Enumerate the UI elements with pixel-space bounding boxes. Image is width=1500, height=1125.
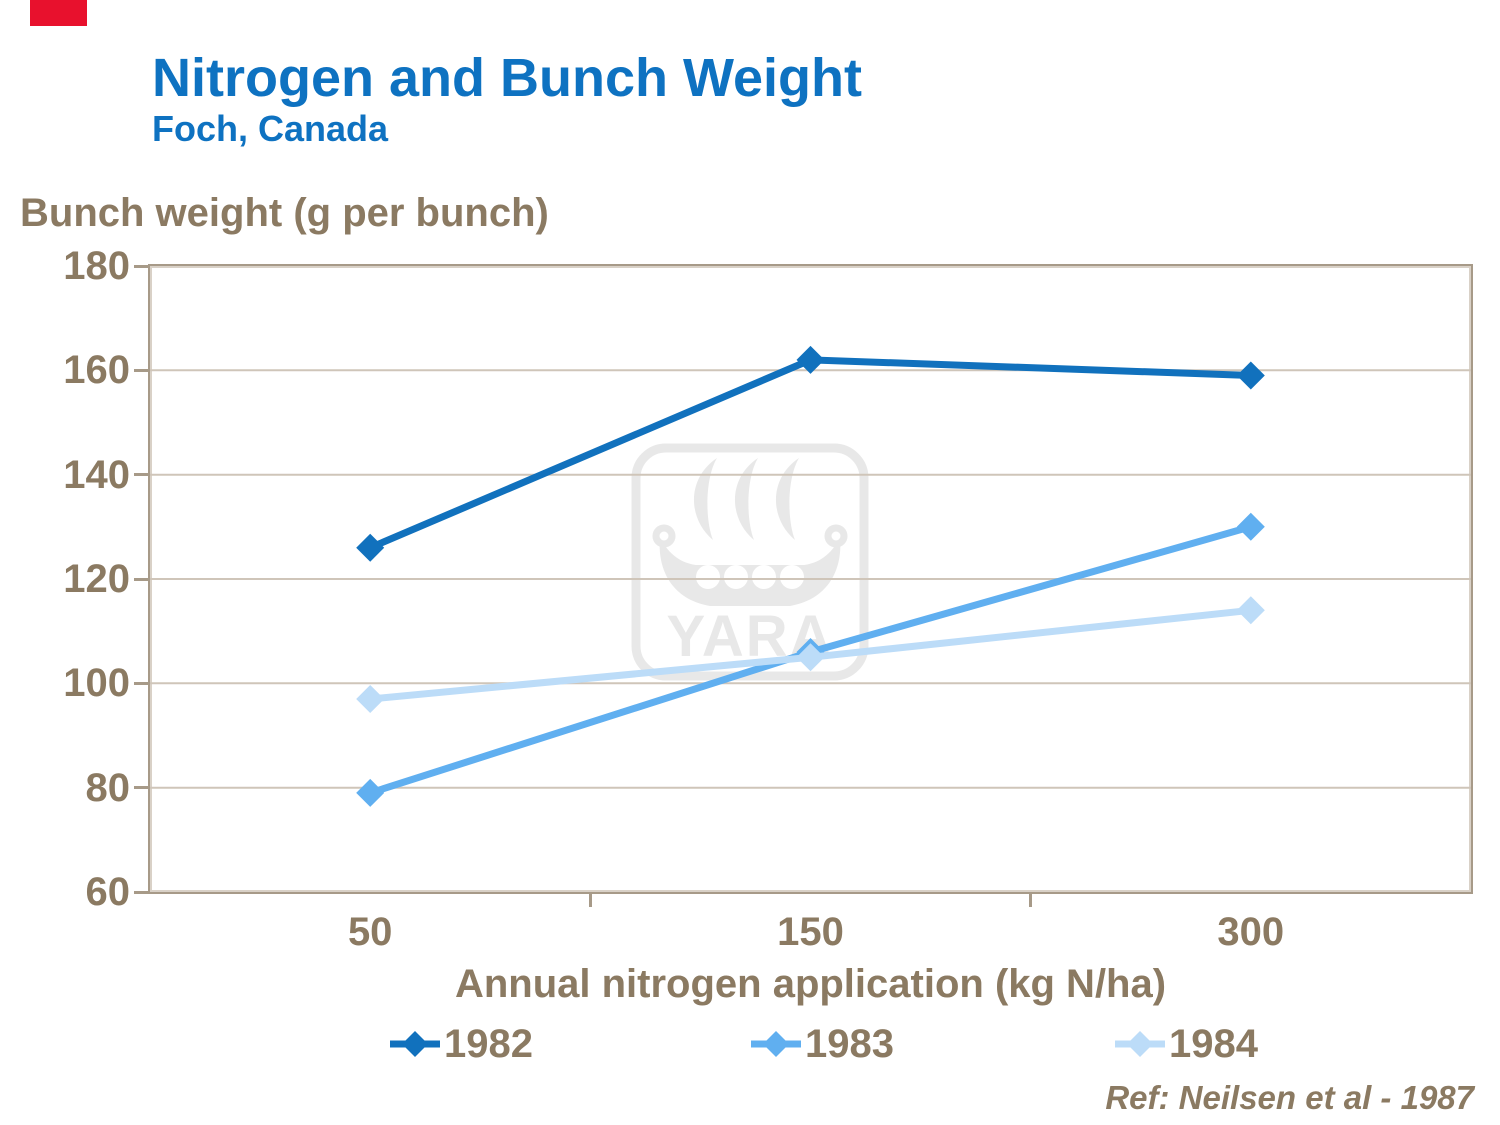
series-line-1982 bbox=[368, 356, 1251, 551]
chart-canvas bbox=[150, 345, 1471, 807]
y-tick-mark-140 bbox=[134, 473, 148, 477]
y-tick-mark-120 bbox=[134, 577, 148, 581]
marker-1984-50 bbox=[356, 685, 385, 713]
y-tick-label-80: 80 bbox=[85, 765, 131, 810]
legend-item-1982: 1982 bbox=[390, 1022, 533, 1066]
legend-item-1983: 1983 bbox=[751, 1022, 894, 1066]
y-tick-label-180: 180 bbox=[63, 244, 130, 288]
y-axis-title: Bunch weight (g per bunch) bbox=[20, 191, 549, 235]
y-tick-label-100: 100 bbox=[63, 661, 130, 706]
y-tick-label-120: 120 bbox=[63, 557, 130, 601]
marker-1983-50 bbox=[356, 778, 385, 807]
y-tick-label-160: 160 bbox=[63, 348, 130, 393]
y-tick-mark-160 bbox=[134, 368, 148, 372]
legend-item-1984: 1984 bbox=[1115, 1022, 1258, 1066]
y-tick-label-140: 140 bbox=[63, 452, 130, 497]
plot-area: YARA bbox=[150, 266, 1471, 892]
marker-1983-300 bbox=[1236, 512, 1265, 541]
x-axis-title: Annual nitrogen application (kg N/ha) bbox=[454, 962, 1167, 1006]
x-tick-label-150: 150 bbox=[777, 910, 844, 954]
x-tick-mark-2 bbox=[1029, 894, 1033, 907]
marker-1984-300 bbox=[1236, 596, 1265, 625]
legend-marker-1984 bbox=[1115, 1031, 1165, 1057]
reference-text: Ref: Neilsen et al - 1987 bbox=[1105, 1079, 1474, 1116]
x-tick-label-300: 300 bbox=[1217, 910, 1285, 954]
y-tick-mark-80 bbox=[134, 786, 148, 790]
legend-label-1984: 1984 bbox=[1169, 1022, 1258, 1066]
legend-marker-1983 bbox=[751, 1031, 801, 1057]
legend-marker-1982 bbox=[390, 1031, 440, 1057]
brand-red-tab bbox=[30, 0, 87, 26]
marker-1984-150 bbox=[796, 643, 825, 672]
y-tick-mark-60 bbox=[134, 890, 148, 894]
y-tick-mark-100 bbox=[134, 681, 148, 685]
marker-1982-300 bbox=[1236, 361, 1265, 390]
page-subtitle: Foch, Canada bbox=[152, 108, 389, 149]
y-tick-mark-180 bbox=[134, 264, 148, 268]
y-tick-label-60: 60 bbox=[85, 870, 131, 914]
x-tick-mark-1 bbox=[588, 894, 592, 907]
marker-1982-50 bbox=[356, 533, 385, 562]
x-tick-label-50: 50 bbox=[347, 910, 393, 954]
marker-1982-150 bbox=[796, 345, 825, 374]
legend-label-1983: 1983 bbox=[805, 1022, 894, 1066]
page-title: Nitrogen and Bunch Weight bbox=[152, 48, 862, 108]
legend-label-1982: 1982 bbox=[444, 1022, 533, 1066]
